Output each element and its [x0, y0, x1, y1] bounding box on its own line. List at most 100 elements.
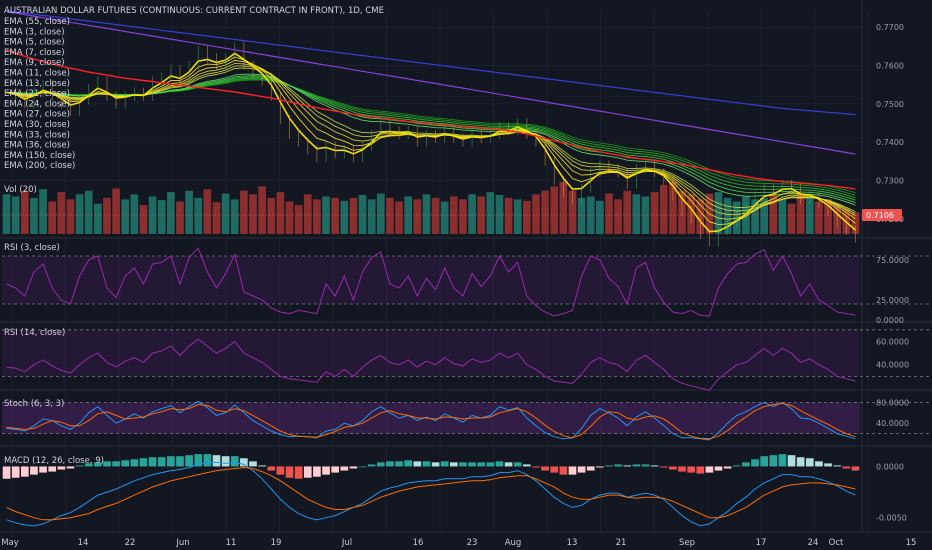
- volume-bar: [386, 197, 394, 234]
- last-price-tag: 0.7106: [862, 209, 902, 221]
- ema-legend-item: EMA (200, close): [4, 161, 75, 171]
- ema-legend-item: EMA (5, close): [4, 38, 65, 48]
- volume-bar: [787, 203, 796, 234]
- macd-histogram-bar: [148, 457, 157, 467]
- stoch-pane: [2, 400, 930, 441]
- volume-bar: [194, 197, 203, 234]
- volume-bar: [559, 182, 568, 234]
- volume-bar: [769, 194, 778, 234]
- macd-histogram-bar: [11, 466, 20, 478]
- volume-bar: [614, 199, 622, 234]
- macd-histogram-bar: [2, 466, 11, 479]
- volume-bar: [121, 199, 130, 234]
- volume-bar: [39, 189, 47, 234]
- volume-bar: [824, 199, 832, 234]
- macd-histogram-bar: [778, 454, 787, 467]
- macd-histogram-bar: [112, 461, 120, 467]
- volume-bar: [669, 182, 677, 234]
- volume-bar: [395, 201, 403, 234]
- time-tick-label: 15: [906, 538, 917, 548]
- rsi3-pane: [2, 247, 930, 317]
- volume-bar: [404, 196, 413, 234]
- macd-histogram-bar: [532, 466, 540, 468]
- volume-bar: [30, 197, 38, 234]
- volume-bar: [167, 192, 175, 234]
- time-tick-label: Jun: [175, 538, 189, 548]
- volume-bar: [185, 190, 193, 234]
- volume-bar: [349, 197, 358, 234]
- ema-legend-item: EMA (150, close): [4, 151, 75, 161]
- volume-bar: [641, 196, 650, 234]
- macd-histogram-bar: [815, 461, 823, 467]
- macd-histogram-bar: [376, 462, 385, 467]
- volume-bar: [459, 199, 467, 234]
- volume-bar: [130, 194, 139, 234]
- volume-bar: [157, 200, 166, 234]
- ema-200-line: [6, 11, 856, 155]
- macd-pane: [2, 454, 860, 527]
- volume-bar: [75, 194, 84, 234]
- ema-legend-item: EMA (13, close): [4, 79, 70, 89]
- macd-histogram-bar: [805, 458, 814, 467]
- macd-histogram-bar: [486, 462, 495, 467]
- macd-histogram-bar: [696, 466, 705, 474]
- volume-bar: [103, 197, 111, 234]
- volume-bar: [577, 197, 586, 234]
- ema-legend-item: EMA (9, close): [4, 58, 65, 68]
- macd-histogram-bar: [732, 465, 741, 467]
- ema-legend-item: EMA (27, close): [4, 110, 70, 120]
- volume-bar: [468, 194, 476, 234]
- osc-tick-label: 40.0000: [876, 361, 909, 370]
- macd-histogram-bar: [851, 466, 860, 471]
- macd-histogram-bar: [413, 461, 422, 467]
- volume-bar: [504, 197, 513, 234]
- macd-histogram-bar: [468, 462, 476, 467]
- macd-histogram-bar: [30, 466, 38, 475]
- macd-histogram-bar: [249, 461, 257, 467]
- volume-bar: [723, 197, 732, 234]
- volume-bar: [57, 192, 66, 234]
- macd-histogram-bar: [240, 458, 248, 467]
- macd-histogram-bar: [267, 466, 276, 471]
- macd-histogram-bar: [605, 465, 613, 467]
- macd-histogram-bar: [641, 464, 650, 467]
- macd-histogram-bar: [678, 466, 686, 472]
- macd-histogram-bar: [623, 465, 632, 467]
- macd-histogram-bar: [57, 466, 66, 470]
- volume-bar: [294, 205, 303, 234]
- macd-histogram-bar: [742, 462, 750, 467]
- macd-tick-label: -0.0050: [876, 514, 907, 523]
- macd-histogram-bar: [340, 466, 349, 471]
- macd-histogram-bar: [94, 462, 102, 467]
- time-tick-label: 24: [808, 538, 819, 548]
- macd-histogram-bar: [20, 466, 29, 477]
- time-tick-label: 23: [467, 538, 478, 548]
- macd-histogram-bar: [751, 459, 759, 467]
- macd-histogram-bar: [294, 466, 303, 479]
- macd-histogram-bar: [659, 466, 668, 468]
- time-tick-label: 16: [413, 538, 424, 548]
- macd-histogram-bar: [550, 466, 559, 473]
- stoch-label: Stoch (6, 3, 3): [4, 399, 64, 409]
- volume-bar: [550, 186, 559, 234]
- macd-histogram-bar: [541, 466, 549, 471]
- volume-bar: [358, 195, 367, 234]
- macd-histogram-bar: [313, 466, 321, 477]
- volume-bar: [331, 197, 339, 234]
- volume-bar: [623, 190, 632, 234]
- macd-histogram-bar: [459, 462, 467, 467]
- volume-bar: [203, 189, 212, 234]
- macd-histogram-bar: [787, 455, 796, 467]
- ema-legend-item: EMA (36, close): [4, 141, 70, 151]
- macd-histogram-bar: [367, 464, 376, 467]
- osc-tick-label: 60.0000: [876, 337, 909, 346]
- overbought-oversold-band: [2, 329, 860, 377]
- macd-histogram-bar: [577, 466, 586, 473]
- macd-histogram-bar: [824, 463, 832, 467]
- volume-bar: [313, 199, 321, 234]
- macd-histogram-bar: [714, 466, 723, 471]
- macd-histogram-bar: [194, 454, 203, 467]
- volume-bar: [760, 197, 768, 234]
- volume-bar: [751, 199, 759, 234]
- macd-histogram-bar: [687, 466, 695, 473]
